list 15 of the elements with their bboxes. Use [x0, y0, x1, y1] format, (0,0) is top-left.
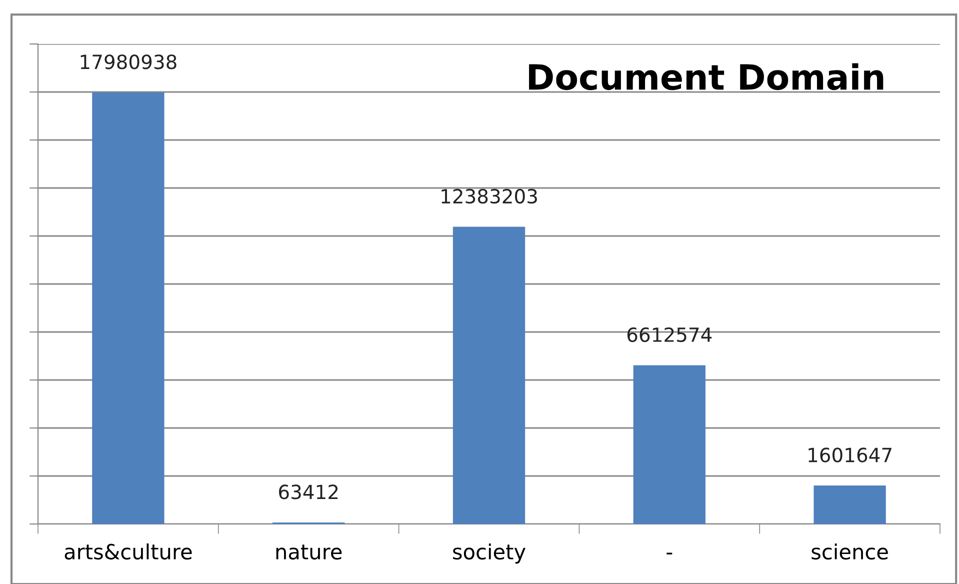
data-label: 12383203 [442, 188, 537, 204]
data-label: 63412 [279, 484, 338, 500]
x-tick-label: nature [276, 544, 342, 560]
bar [92, 92, 164, 524]
bar [633, 365, 706, 524]
bar [814, 486, 886, 524]
data-label: 1601647 [808, 448, 892, 462]
data-label: 6612574 [627, 327, 712, 342]
chart-title: Document Domain [529, 63, 884, 90]
x-tick-label: - [666, 552, 672, 554]
data-label: 17980938 [80, 54, 176, 70]
x-tick-label: society [453, 543, 526, 564]
x-tick-label: arts&culture [64, 543, 192, 560]
bar [452, 226, 526, 524]
x-tick-label: science [812, 543, 888, 560]
